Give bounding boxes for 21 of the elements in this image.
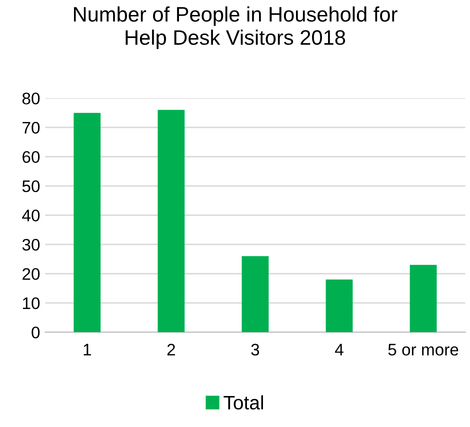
y-tick-label: 50 bbox=[22, 180, 40, 192]
x-tick-label: 5 or more bbox=[388, 344, 458, 356]
bar bbox=[158, 110, 185, 332]
x-tick-label: 2 bbox=[167, 344, 175, 356]
y-tick-label: 10 bbox=[22, 297, 40, 310]
x-tick-label: 3 bbox=[251, 344, 260, 356]
y-tick-label: 30 bbox=[22, 238, 40, 251]
y-tick-label: 70 bbox=[22, 122, 40, 134]
bar bbox=[242, 256, 269, 332]
x-tick-label: 1 bbox=[84, 344, 91, 356]
y-tick-label: 60 bbox=[22, 151, 40, 163]
bar bbox=[326, 280, 353, 332]
bar bbox=[74, 112, 101, 332]
y-tick-label: 20 bbox=[22, 268, 40, 280]
y-tick-label: 0 bbox=[32, 326, 40, 338]
y-tick-label: 40 bbox=[22, 210, 40, 222]
y-tick-label: 80 bbox=[22, 92, 40, 104]
bar bbox=[410, 264, 437, 332]
legend-label: Total bbox=[224, 395, 263, 410]
chart-title: Number of People in Household for Help Desk Visitors 2018 bbox=[74, 6, 398, 50]
x-tick-label: 4 bbox=[334, 344, 344, 356]
